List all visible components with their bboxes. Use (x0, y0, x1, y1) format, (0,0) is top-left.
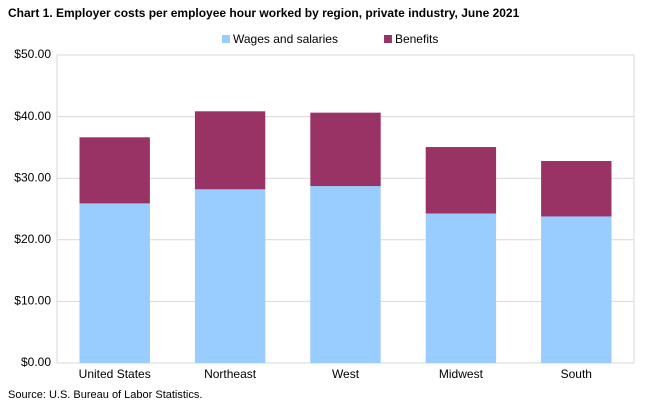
bar-segment (425, 213, 497, 363)
bar-segment (541, 216, 612, 363)
y-tick-label: $0.00 (21, 355, 51, 369)
legend-swatch (383, 35, 392, 43)
bar-segment (79, 137, 150, 204)
x-tick-label: South (561, 367, 592, 381)
x-tick-label: Northeast (204, 367, 257, 381)
y-tick-label: $50.00 (14, 47, 51, 61)
source-note: Source: U.S. Bureau of Labor Statistics. (8, 389, 202, 401)
legend-label: Wages and salaries (233, 32, 338, 46)
chart-title: Chart 1. Employer costs per employee hou… (8, 6, 520, 20)
y-tick-label: $40.00 (14, 109, 51, 123)
y-tick-label: $30.00 (14, 170, 51, 184)
x-tick-label: West (332, 367, 360, 381)
legend-swatch (222, 35, 230, 43)
bar-segment (194, 189, 266, 363)
x-tick-label: Midwest (439, 367, 484, 381)
bar-segment (79, 203, 150, 363)
legend-label: Benefits (395, 32, 438, 46)
y-tick-label: $20.00 (14, 232, 51, 246)
x-tick-label: United States (79, 367, 151, 381)
y-tick-label: $10.00 (14, 294, 51, 308)
bar-segment (425, 147, 497, 214)
bar-segment (310, 186, 381, 363)
bar-segment (194, 111, 266, 190)
bar-segment (541, 161, 612, 217)
bar-segment (310, 112, 381, 187)
